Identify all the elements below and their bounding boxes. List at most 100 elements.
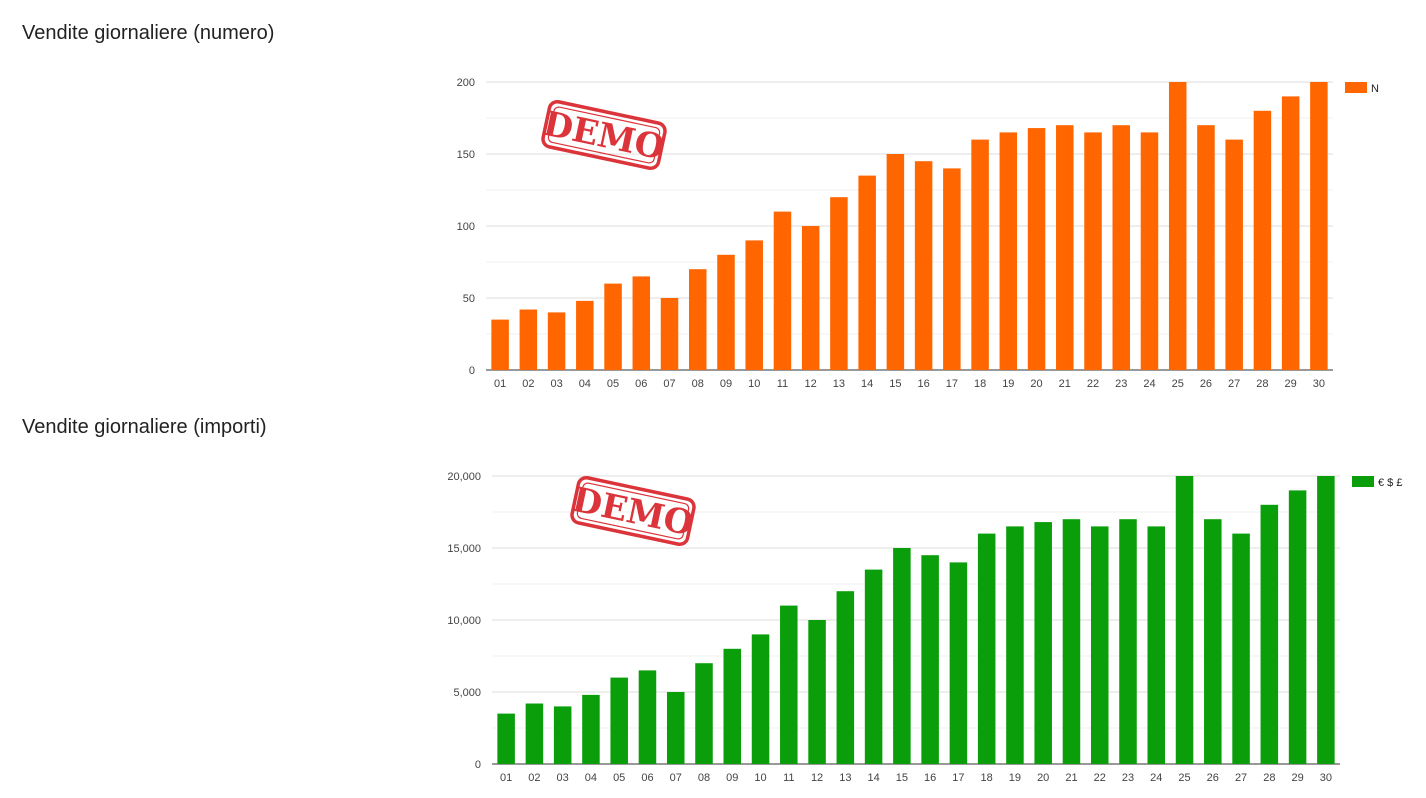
x-tick-label: 21 (1065, 772, 1077, 784)
bar[interactable] (717, 254, 735, 370)
bar[interactable] (576, 300, 594, 370)
bar[interactable] (999, 132, 1018, 370)
bar[interactable] (921, 555, 939, 764)
x-tick-label: 27 (1235, 772, 1247, 784)
bar[interactable] (1119, 519, 1137, 764)
bar[interactable] (1112, 125, 1131, 370)
stamp-outer-border (570, 475, 696, 547)
bar[interactable] (830, 197, 848, 370)
y-axis: 0 5,000 10,000 15,000 20,000 (447, 471, 1340, 771)
bar[interactable] (1006, 526, 1024, 764)
x-tick-label: 30 (1313, 378, 1325, 390)
bar[interactable] (582, 694, 600, 764)
bar[interactable] (971, 139, 989, 370)
bar[interactable] (1253, 110, 1272, 371)
bar[interactable] (638, 670, 657, 764)
x-tick-label: 06 (635, 378, 647, 390)
x-tick-label: 20 (1037, 772, 1049, 784)
x-tick-label: 22 (1087, 378, 1099, 390)
bar[interactable] (808, 620, 826, 764)
bar[interactable] (632, 276, 651, 370)
x-tick-label: 18 (974, 378, 986, 390)
bar[interactable] (949, 562, 968, 764)
bar[interactable] (864, 569, 883, 764)
bar[interactable] (1288, 490, 1307, 764)
bar[interactable] (1232, 533, 1250, 764)
bar[interactable] (497, 713, 515, 764)
stamp-inner-border (576, 482, 690, 540)
bar[interactable] (1197, 125, 1215, 370)
legend[interactable]: € $ £ (1352, 476, 1402, 489)
bar[interactable] (1056, 125, 1074, 370)
bar[interactable] (491, 319, 509, 370)
bar[interactable] (1168, 82, 1187, 370)
bar[interactable] (723, 648, 742, 764)
x-tick-label: 16 (924, 772, 936, 784)
bar[interactable] (858, 175, 876, 370)
x-tick-label: 11 (783, 772, 794, 784)
bar[interactable] (666, 692, 685, 764)
x-tick-label: 04 (579, 378, 591, 390)
bar[interactable] (1317, 476, 1335, 764)
bar[interactable] (688, 269, 707, 370)
bar[interactable] (745, 240, 763, 370)
x-tick-label: 21 (1059, 378, 1071, 390)
bar[interactable] (801, 226, 820, 370)
bar[interactable] (660, 298, 679, 370)
bar[interactable] (525, 703, 544, 764)
bar[interactable] (1310, 82, 1328, 370)
x-tick-label: 17 (946, 378, 958, 390)
x-tick-label: 02 (528, 772, 540, 784)
x-tick-label: 12 (811, 772, 823, 784)
x-tick-label: 01 (494, 378, 506, 390)
bar[interactable] (519, 309, 538, 370)
bar[interactable] (1175, 476, 1194, 764)
bar[interactable] (1260, 504, 1279, 764)
bar[interactable] (1147, 526, 1166, 764)
y-tick-label: 0 (469, 365, 475, 377)
x-tick-label: 09 (726, 772, 738, 784)
x-tick-label: 19 (1009, 772, 1021, 784)
bar[interactable] (886, 154, 905, 370)
bar[interactable] (553, 706, 572, 764)
bar[interactable] (773, 211, 792, 370)
legend-label: € $ £ (1378, 477, 1402, 489)
x-tick-label: 04 (585, 772, 597, 784)
bar[interactable] (604, 283, 622, 370)
bar[interactable] (695, 663, 713, 764)
x-tick-label: 06 (641, 772, 653, 784)
y-tick-label: 10,000 (447, 615, 481, 627)
x-tick-label: 27 (1228, 378, 1240, 390)
x-tick-label: 10 (754, 772, 766, 784)
bar[interactable] (893, 548, 911, 764)
bar[interactable] (1140, 132, 1159, 370)
stamp-outer-border (541, 99, 667, 171)
x-tick-label: 13 (839, 772, 851, 784)
bar[interactable] (1225, 139, 1243, 370)
bar[interactable] (1062, 519, 1081, 764)
x-tick-label: 24 (1150, 772, 1162, 784)
bar[interactable] (547, 312, 566, 370)
bar[interactable] (780, 605, 798, 764)
bar[interactable] (836, 591, 855, 764)
bar[interactable] (751, 634, 770, 764)
bar[interactable] (610, 677, 628, 764)
x-tick-label: 23 (1122, 772, 1134, 784)
bar[interactable] (977, 533, 996, 764)
x-tick-label: 07 (670, 772, 682, 784)
bar[interactable] (1090, 526, 1109, 764)
bar[interactable] (1084, 132, 1102, 370)
minor-gridlines (492, 511, 1340, 729)
bar[interactable] (1027, 128, 1046, 370)
x-tick-label: 08 (698, 772, 710, 784)
bar[interactable] (1281, 96, 1300, 371)
bar[interactable] (943, 168, 961, 370)
bar[interactable] (1204, 519, 1222, 764)
bar[interactable] (914, 161, 933, 370)
y-tick-label: 0 (475, 759, 481, 771)
section-title-amounts: Vendite giornaliere (importi) (22, 416, 267, 438)
x-tick-label: 30 (1320, 772, 1332, 784)
bar[interactable] (1034, 522, 1052, 764)
x-tick-label: 28 (1263, 772, 1275, 784)
legend[interactable]: N (1345, 82, 1379, 95)
